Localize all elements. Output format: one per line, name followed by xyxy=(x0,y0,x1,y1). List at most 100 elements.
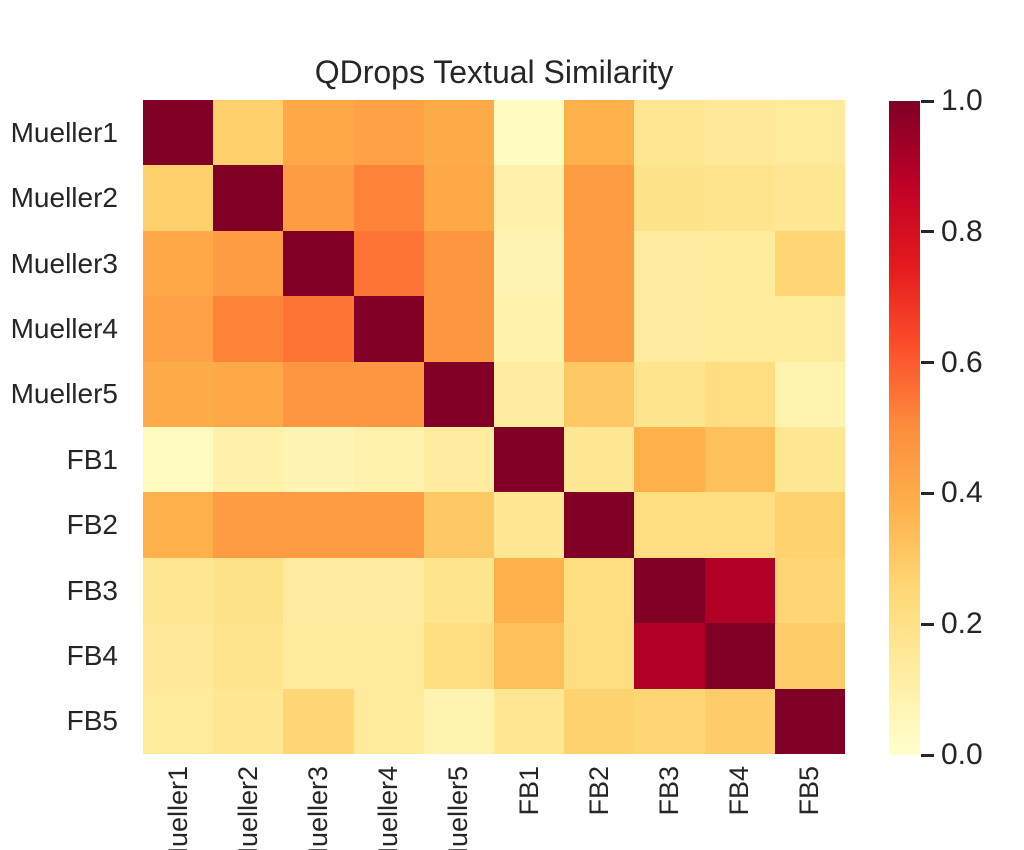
colorbar-tick xyxy=(921,230,934,234)
heatmap-cell xyxy=(493,557,565,624)
heatmap-cell xyxy=(564,688,635,754)
heatmap-cell xyxy=(564,361,635,427)
heatmap-cell xyxy=(213,296,284,362)
heatmap-cell xyxy=(283,361,354,427)
heatmap-cell xyxy=(564,296,635,362)
heatmap-cell xyxy=(213,361,284,427)
row-label: FB4 xyxy=(66,639,118,671)
heatmap-cell xyxy=(213,230,284,297)
heatmap-cell xyxy=(423,557,494,624)
heatmap-cell xyxy=(353,688,424,754)
colorbar-tick-label: 0.8 xyxy=(941,214,983,248)
heatmap-cell xyxy=(493,492,565,558)
heatmap-cell xyxy=(493,296,565,362)
heatmap-cell xyxy=(704,230,775,297)
heatmap-cell xyxy=(774,557,845,624)
heatmap-cell xyxy=(704,427,775,493)
colorbar-tick xyxy=(921,99,934,103)
heatmap-cell xyxy=(493,100,565,166)
heatmap-cell xyxy=(283,230,354,297)
row-label: FB2 xyxy=(66,509,118,541)
heatmap-cell xyxy=(634,688,705,754)
colorbar-tick xyxy=(921,753,934,757)
heatmap-cell xyxy=(143,296,214,362)
colorbar-tick xyxy=(921,361,934,365)
row-label: FB5 xyxy=(66,705,118,737)
heatmap-cell xyxy=(634,230,705,297)
col-label: Mueller3 xyxy=(303,766,333,850)
heatmap-cell xyxy=(143,230,214,297)
heatmap-cell xyxy=(353,230,424,297)
heatmap-cell xyxy=(283,165,354,231)
heatmap-cell xyxy=(213,688,284,754)
heatmap-cell xyxy=(493,623,565,689)
heatmap-cell xyxy=(143,100,214,166)
col-label: FB2 xyxy=(583,766,614,816)
heatmap-cell xyxy=(634,623,705,689)
row-label: Mueller5 xyxy=(10,378,118,410)
heatmap-cell xyxy=(353,623,424,689)
chart-title: QDrops Textual Similarity xyxy=(314,54,674,90)
col-label: FB4 xyxy=(724,766,755,816)
heatmap-cell xyxy=(774,230,845,297)
heatmap-cell xyxy=(704,688,775,754)
col-label: Mueller2 xyxy=(232,766,263,850)
heatmap-cell xyxy=(143,361,214,427)
heatmap-cell xyxy=(774,361,845,427)
heatmap-cell xyxy=(564,557,635,624)
heatmap-cell xyxy=(353,165,424,231)
heatmap-cell xyxy=(143,688,214,754)
heatmap-cell xyxy=(493,688,565,754)
heatmap-cell xyxy=(564,100,635,166)
heatmap-cell xyxy=(493,165,565,231)
heatmap-cell xyxy=(704,165,775,231)
heatmap-cell xyxy=(564,427,635,493)
heatmap-cell xyxy=(143,427,214,493)
heatmap-cell xyxy=(564,623,635,689)
colorbar-tick-label: 0.4 xyxy=(941,476,983,510)
heatmap-cell xyxy=(564,492,635,558)
heatmap-cell xyxy=(564,165,635,231)
heatmap-cell xyxy=(353,427,424,493)
row-label: Mueller4 xyxy=(10,312,118,344)
heatmap-cell xyxy=(143,492,214,558)
heatmap-cell xyxy=(493,361,565,427)
heatmap-cell xyxy=(353,100,424,166)
colorbar-tick-label: 0.0 xyxy=(941,738,983,771)
heatmap-cell xyxy=(423,296,494,362)
colorbar-tick-label: 0.6 xyxy=(941,345,983,379)
heatmap-cell xyxy=(704,296,775,362)
heatmap-cell xyxy=(774,427,845,493)
colorbar-tick xyxy=(921,491,934,495)
heatmap-cell xyxy=(704,100,775,166)
heatmap-cell xyxy=(353,361,424,427)
heatmap-cell xyxy=(774,492,845,558)
heatmap-cell xyxy=(423,165,494,231)
heatmap-cell xyxy=(634,492,705,558)
heatmap-cell xyxy=(143,165,214,231)
colorbar xyxy=(889,101,920,755)
heatmap-cell xyxy=(634,296,705,362)
heatmap-cell xyxy=(283,427,354,493)
row-label: Mueller3 xyxy=(10,247,118,279)
heatmap-cell xyxy=(213,427,284,493)
heatmap-grid xyxy=(143,100,845,754)
heatmap-cell xyxy=(634,557,705,624)
heatmap-cell xyxy=(213,623,284,689)
heatmap-cell xyxy=(564,230,635,297)
heatmap-cell xyxy=(283,688,354,754)
colorbar-tick-label: 1.0 xyxy=(941,84,983,117)
heatmap-cell xyxy=(704,361,775,427)
heatmap-cell xyxy=(704,492,775,558)
heatmap-cell xyxy=(423,361,494,427)
heatmap-cell xyxy=(634,361,705,427)
heatmap-cell xyxy=(774,688,845,754)
heatmap-cell xyxy=(283,557,354,624)
heatmap-cell xyxy=(634,165,705,231)
col-label: Mueller1 xyxy=(162,766,193,850)
row-label: Mueller2 xyxy=(10,182,118,214)
colorbar-tick xyxy=(921,622,934,626)
heatmap-cell xyxy=(283,623,354,689)
heatmap-cell xyxy=(213,492,284,558)
